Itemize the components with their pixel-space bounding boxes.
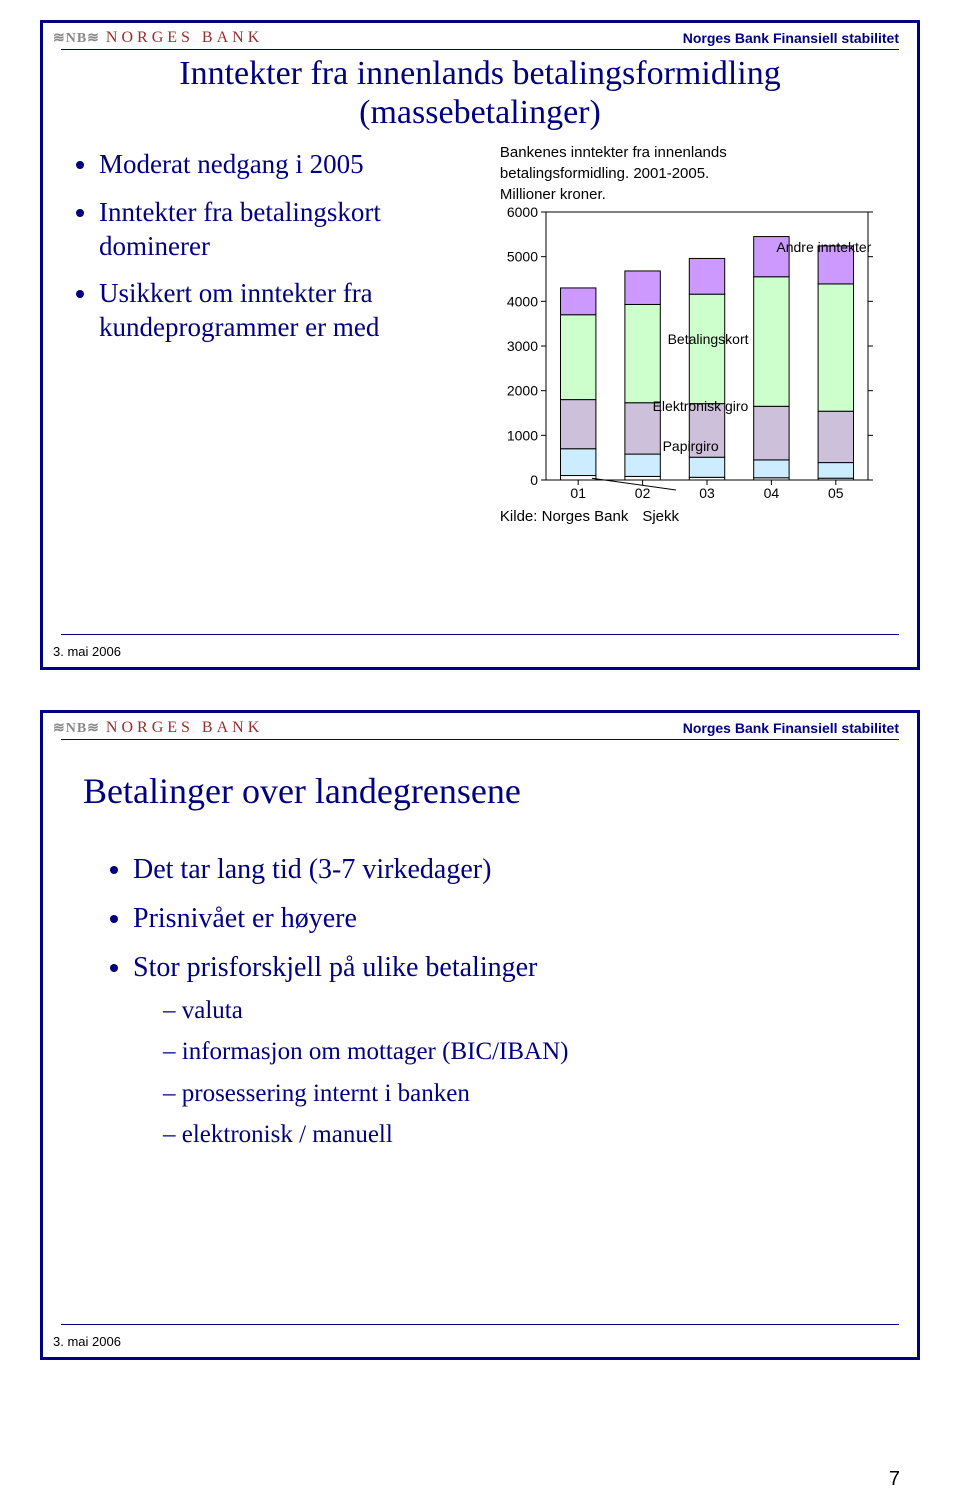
slide2-sub-3: elektronisk / manuell <box>163 1119 887 1150</box>
stacked-bar-chart: 0 1000 2000 3000 4000 5000 6000 01 02 03 04 05 Andre… <box>500 206 880 506</box>
chart-caption-line3: Millioner kroner. <box>500 186 897 205</box>
footer-divider <box>61 634 899 635</box>
svg-text:3000: 3000 <box>507 338 538 354</box>
slide-2: ≋NB≋ NORGES BANK Norges Bank Finansiell … <box>40 710 920 1360</box>
slide1-title: Inntekter fra innenlands betalingsformid… <box>63 54 897 132</box>
svg-text:02: 02 <box>635 485 651 501</box>
slide2-sub-2: prosessering internt i banken <box>163 1078 887 1109</box>
svg-text:2000: 2000 <box>507 383 538 399</box>
slide1-bullets: Moderat nedgang i 2005 Inntekter fra bet… <box>73 144 490 668</box>
chart-annotation-sjekk: Sjekk <box>642 508 679 525</box>
header-subtitle: Norges Bank Finansiell stabilitet <box>683 720 899 736</box>
slide2-bullet-0: Det tar lang tid (3-7 virkedager) <box>133 852 887 887</box>
slide1-bullet-0: Moderat nedgang i 2005 <box>99 148 490 182</box>
slide2-sub-1: informasjon om mottager (BIC/IBAN) <box>163 1036 887 1067</box>
svg-text:4000: 4000 <box>507 294 538 310</box>
logo-text: NORGES BANK <box>106 29 263 47</box>
header-divider <box>61 739 899 740</box>
svg-text:5000: 5000 <box>507 249 538 265</box>
logo-nb-icon: ≋NB≋ <box>53 720 100 737</box>
page-number: 7 <box>889 1468 900 1491</box>
slide2-bullet-2: Stor prisforskjell på ulike betalinger v… <box>133 950 887 1150</box>
footer-date: 3. mai 2006 <box>53 644 121 659</box>
svg-text:04: 04 <box>764 485 780 501</box>
footer-date: 3. mai 2006 <box>53 1334 121 1349</box>
logo: ≋NB≋ NORGES BANK <box>53 719 263 737</box>
header-subtitle: Norges Bank Finansiell stabilitet <box>683 30 899 46</box>
slide-header: ≋NB≋ NORGES BANK Norges Bank Finansiell … <box>43 713 917 739</box>
svg-text:6000: 6000 <box>507 206 538 220</box>
footer-divider <box>61 1324 899 1325</box>
slide2-bullet-1: Prisnivået er høyere <box>133 901 887 936</box>
svg-text:Elektronisk giro: Elektronisk giro <box>653 398 749 414</box>
svg-text:03: 03 <box>699 485 715 501</box>
svg-text:Andre inntekter: Andre inntekter <box>776 240 871 256</box>
slide-header: ≋NB≋ NORGES BANK Norges Bank Finansiell … <box>43 23 917 49</box>
header-divider <box>61 49 899 50</box>
logo-nb-icon: ≋NB≋ <box>53 30 100 47</box>
svg-text:0: 0 <box>530 472 538 488</box>
chart-caption-line1: Bankenes inntekter fra innenlands <box>500 144 897 163</box>
svg-text:1000: 1000 <box>507 428 538 444</box>
svg-text:01: 01 <box>570 485 586 501</box>
chart-caption-line2: betalingsformidling. 2001-2005. <box>500 165 897 184</box>
svg-text:05: 05 <box>828 485 844 501</box>
logo: ≋NB≋ NORGES BANK <box>53 29 263 47</box>
slide1-bullet-2: Usikkert om inntekter fra kundeprogramme… <box>99 277 490 345</box>
svg-text:Papirgiro: Papirgiro <box>663 438 719 454</box>
slide2-bullet-2-text: Stor prisforskjell på ulike betalinger <box>133 952 537 983</box>
slide1-bullet-1: Inntekter fra betalingskort dominerer <box>99 196 490 264</box>
logo-text: NORGES BANK <box>106 719 263 737</box>
slide-1: ≋NB≋ NORGES BANK Norges Bank Finansiell … <box>40 20 920 670</box>
slide1-chart-area: Bankenes inntekter fra innenlands betali… <box>500 144 897 668</box>
chart-source: Kilde: Norges Bank <box>500 508 628 525</box>
svg-text:Betalingskort: Betalingskort <box>668 331 749 347</box>
slide2-title: Betalinger over landegrensene <box>83 770 897 812</box>
slide2-sub-0: valuta <box>163 995 887 1026</box>
slide2-body: Det tar lang tid (3-7 virkedager) Prisni… <box>43 842 917 1174</box>
